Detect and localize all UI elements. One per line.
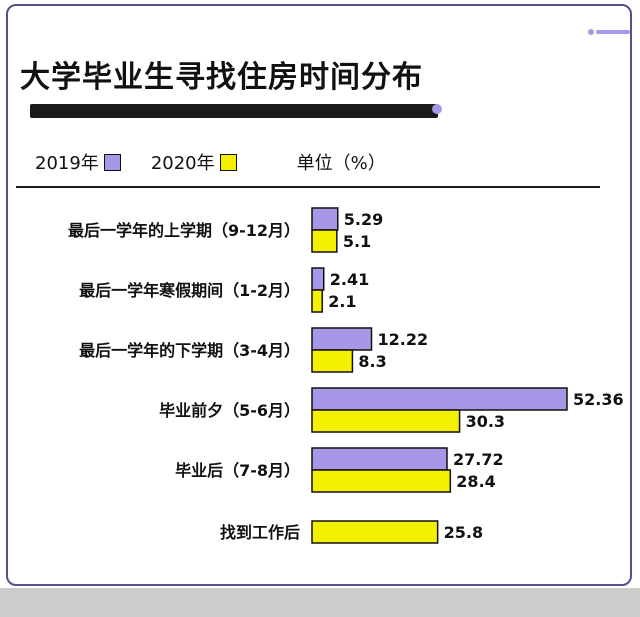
bar-2019年 [311,447,448,471]
legend-label-2019: 2019年 [35,153,99,174]
category-label: 最后一学年的下学期（3-4月） [79,341,300,360]
value-label: 30.3 [466,412,505,431]
category-label: 找到工作后 [220,523,300,542]
legend-swatch-2019 [103,153,121,171]
category-label: 毕业前夕（5-6月） [159,401,300,420]
title-underline-bar [30,104,438,118]
value-label: 27.72 [453,450,504,469]
bar-2019年 [311,327,373,351]
value-label: 2.41 [330,270,369,289]
value-label: 5.1 [343,232,371,251]
value-label: 52.36 [573,390,624,409]
legend-label-2020: 2020年 [150,153,215,174]
unit-label: 单位（%） [296,153,386,174]
value-label: 28.4 [456,472,495,491]
value-label: 8.3 [358,352,386,371]
category-label: 毕业后（7-8月） [175,461,300,480]
title-underline-dot [432,104,442,114]
bar-2020年 [311,409,461,433]
legend: 2019年 2020年 单位（%） [35,150,386,174]
bar-2019年 [311,267,325,291]
card-accent-dot [588,29,594,35]
bar-2019年 [311,387,568,411]
category-label: 最后一学年的上学期（9-12月） [68,221,300,240]
value-label: 25.8 [444,523,483,542]
card-accent-line [596,30,630,34]
legend-swatch-2020 [219,153,237,171]
chart-title: 大学毕业生寻找住房时间分布 [20,60,423,95]
bar-2020年 [311,349,354,373]
bar-2020年 [311,289,323,313]
value-label: 12.22 [378,330,429,349]
bar-2020年 [311,469,452,493]
bar-2020年 [311,229,338,253]
bar-2019年 [311,207,339,231]
bar-2020年 [311,520,439,544]
value-label: 2.1 [328,292,356,311]
value-label: 5.29 [344,210,383,229]
bottom-shadow-strip [0,588,640,617]
legend-divider [16,186,600,188]
category-label: 最后一学年寒假期间（1-2月） [79,281,300,300]
